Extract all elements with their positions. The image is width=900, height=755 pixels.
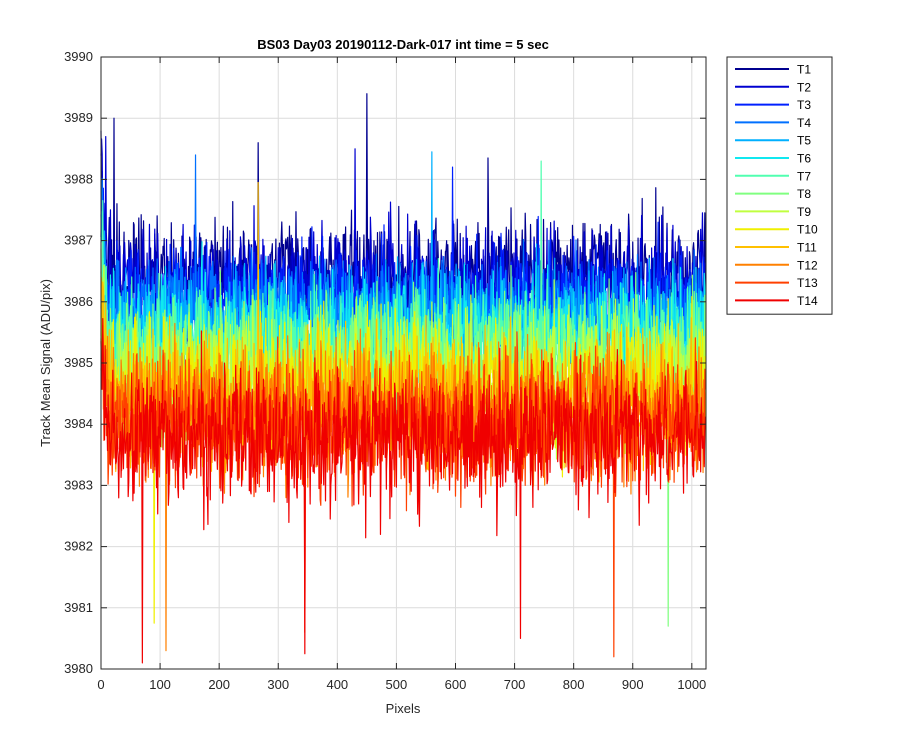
x-tick-label: 0 [97, 677, 104, 692]
y-tick-label: 3989 [64, 110, 93, 125]
y-tick-label: 3988 [64, 171, 93, 186]
legend-label: T13 [797, 276, 818, 290]
legend: T1 T2 T3 T4 T5 T6 T7 T8 T9 T10 T11 T12 T13 T14 [726, 56, 833, 315]
y-tick-label: 3984 [64, 416, 93, 431]
legend-label: T10 [797, 223, 818, 237]
legend-label: T1 [797, 63, 811, 77]
x-tick-label: 200 [208, 677, 230, 692]
legend-label: T2 [797, 80, 811, 94]
y-tick-label: 3986 [64, 294, 93, 309]
x-tick-label: 600 [445, 677, 467, 692]
y-tick-label: 3987 [64, 233, 93, 248]
legend-label: T3 [797, 98, 811, 112]
plot-series [100, 93, 707, 664]
legend-label: T5 [797, 134, 811, 148]
legend-label: T14 [797, 294, 818, 308]
legend-label: T12 [797, 258, 818, 272]
x-tick-label: 900 [622, 677, 644, 692]
y-tick-label: 3990 [64, 49, 93, 64]
y-tick-label: 3985 [64, 355, 93, 370]
x-axis-label: Pixels [386, 701, 421, 716]
legend-label: T7 [797, 169, 811, 183]
legend-label: T11 [797, 241, 817, 255]
axis-ticks: 0 100 200 300 400 500 600 700 800 900 1000 3980 3981… [64, 49, 706, 692]
x-tick-label: 1000 [677, 677, 706, 692]
x-tick-label: 100 [149, 677, 171, 692]
y-axis-label: Track Mean Signal (ADU/pix) [38, 279, 53, 447]
x-tick-label: 300 [267, 677, 289, 692]
legend-label: T4 [797, 116, 811, 130]
y-tick-label: 3981 [64, 600, 93, 615]
y-tick-label: 3980 [64, 661, 93, 676]
legend-box [726, 56, 833, 315]
y-tick-label: 3983 [64, 477, 93, 492]
series-line-t14 [100, 317, 707, 664]
x-tick-label: 700 [504, 677, 526, 692]
y-tick-label: 3982 [64, 539, 93, 554]
x-tick-label: 500 [386, 677, 408, 692]
x-tick-label: 800 [563, 677, 585, 692]
chart-title: BS03 Day03 20190112-Dark-017 int time = … [257, 37, 549, 52]
legend-label: T8 [797, 187, 811, 201]
legend-label: T6 [797, 152, 811, 166]
legend-label: T9 [797, 205, 811, 219]
x-tick-label: 400 [326, 677, 348, 692]
